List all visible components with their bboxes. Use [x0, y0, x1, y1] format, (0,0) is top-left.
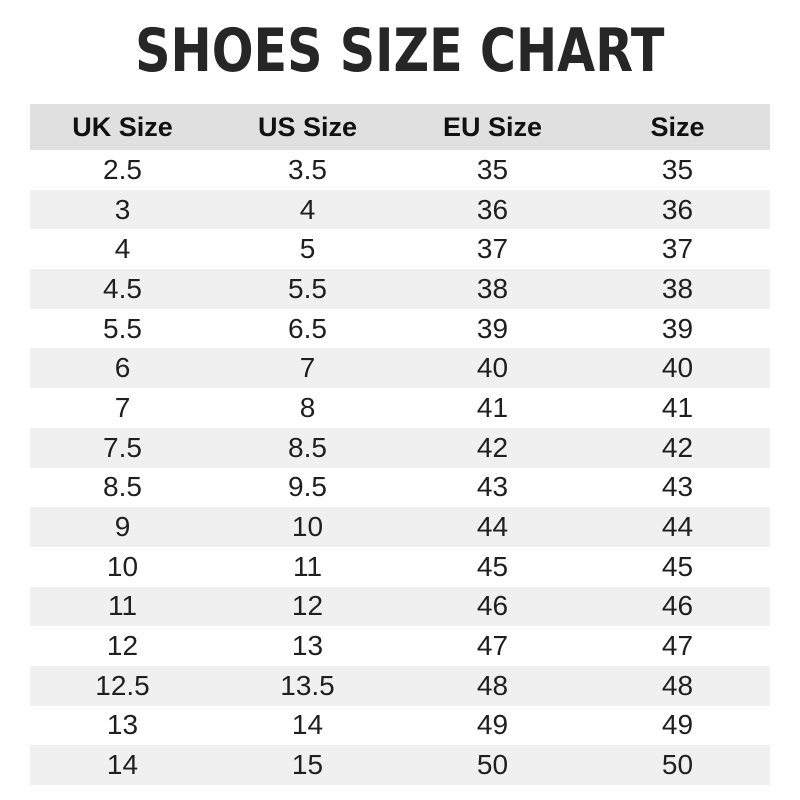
table-row: 11 12 46 46: [30, 586, 770, 627]
size-cell: 10: [106, 550, 139, 582]
size-cell: 14: [291, 709, 324, 741]
size-cell: 49: [661, 709, 694, 741]
table-row: 9 10 44 44: [30, 507, 770, 547]
size-cell: 35: [661, 153, 694, 185]
size-cell: 49: [476, 709, 509, 741]
size-cell: 8: [299, 391, 316, 423]
table-row: 4 5 37 37: [30, 229, 770, 269]
size-cell: 39: [476, 312, 509, 344]
size-cell: 4: [215, 189, 400, 230]
size-chart-table: UK Size US Size EU Size Size 2.5 3.5 35 35 3…: [30, 104, 770, 785]
table-row: 5.5 6.5 39 39: [30, 309, 770, 349]
size-cell: 43: [476, 471, 509, 503]
size-cell: 13.5: [215, 665, 400, 706]
column-header-us-size: US Size: [215, 104, 400, 150]
column-header-eu-size: EU Size: [400, 104, 585, 150]
table-row: 14 15 50 50: [30, 745, 770, 785]
column-header-size: Size: [585, 104, 770, 150]
size-cell: 15: [215, 745, 400, 785]
size-cell: 10: [215, 507, 400, 547]
size-cell: 4: [114, 233, 131, 265]
size-cell: 40: [400, 348, 585, 389]
size-cell: 45: [661, 550, 694, 582]
table-row: 7.5 8.5 42 42: [30, 427, 770, 468]
size-cell: 9: [30, 507, 215, 547]
size-cell: 6: [30, 348, 215, 389]
page-title-text: SHOES SIZE CHART: [135, 16, 665, 86]
table-header-row: UK Size US Size EU Size Size: [30, 104, 770, 150]
size-cell: 7: [114, 391, 131, 423]
size-cell: 5: [299, 233, 316, 265]
size-cell: 2.5: [103, 153, 142, 185]
size-cell: 38: [585, 269, 770, 309]
size-cell: 48: [585, 665, 770, 706]
size-cell: 37: [476, 233, 509, 265]
size-cell: 50: [585, 745, 770, 785]
size-cell: 13: [106, 709, 139, 741]
size-cell: 50: [400, 745, 585, 785]
size-cell: 11: [30, 586, 215, 627]
table-row: 7 8 41 41: [30, 388, 770, 428]
size-cell: 48: [400, 665, 585, 706]
table-row: 3 4 36 36: [30, 189, 770, 230]
size-cell: 37: [661, 233, 694, 265]
size-cell: 46: [400, 586, 585, 627]
size-cell: 39: [661, 312, 694, 344]
size-cell: 46: [585, 586, 770, 627]
size-cell: 3.5: [288, 153, 327, 185]
size-cell: 47: [476, 630, 509, 662]
size-cell: 36: [400, 189, 585, 230]
size-cell: 8.5: [215, 427, 400, 468]
table-body: 2.5 3.5 35 35 3 4 36 36 4 5 37 37 4.5 5.5 38 38 5.5 6.5 39…: [30, 150, 770, 785]
table-row: 2.5 3.5 35 35: [30, 150, 770, 190]
size-cell: 12: [106, 630, 139, 662]
size-cell: 38: [400, 269, 585, 309]
size-cell: 40: [585, 348, 770, 389]
table-row: 6 7 40 40: [30, 348, 770, 389]
size-cell: 7.5: [30, 427, 215, 468]
size-cell: 7: [215, 348, 400, 389]
table-row: 12 13 47 47: [30, 626, 770, 666]
size-cell: 12: [215, 586, 400, 627]
size-cell: 5.5: [215, 269, 400, 309]
table-row: 13 14 49 49: [30, 706, 770, 746]
size-cell: 44: [400, 507, 585, 547]
size-cell: 42: [585, 427, 770, 468]
size-cell: 47: [661, 630, 694, 662]
size-cell: 14: [30, 745, 215, 785]
size-cell: 44: [585, 507, 770, 547]
size-cell: 12.5: [30, 665, 215, 706]
table-header: UK Size US Size EU Size Size: [30, 104, 770, 150]
size-cell: 41: [661, 391, 694, 423]
size-cell: 4.5: [30, 269, 215, 309]
size-cell: 42: [400, 427, 585, 468]
page-title: SHOES SIZE CHART: [0, 0, 800, 81]
column-header-uk-size: UK Size: [30, 104, 215, 150]
size-cell: 11: [292, 550, 323, 582]
size-cell: 45: [476, 550, 509, 582]
size-cell: 6.5: [288, 312, 327, 344]
size-cell: 35: [476, 153, 509, 185]
table-row: 10 11 45 45: [30, 547, 770, 587]
table-row: 8.5 9.5 43 43: [30, 468, 770, 508]
size-cell: 41: [476, 391, 509, 423]
size-cell: 8.5: [103, 471, 142, 503]
size-cell: 5.5: [103, 312, 142, 344]
table-row: 4.5 5.5 38 38: [30, 269, 770, 309]
size-cell: 43: [661, 471, 694, 503]
size-cell: 13: [291, 630, 324, 662]
size-cell: 3: [30, 189, 215, 230]
table-row: 12.5 13.5 48 48: [30, 665, 770, 706]
size-cell: 36: [585, 189, 770, 230]
size-cell: 9.5: [288, 471, 327, 503]
